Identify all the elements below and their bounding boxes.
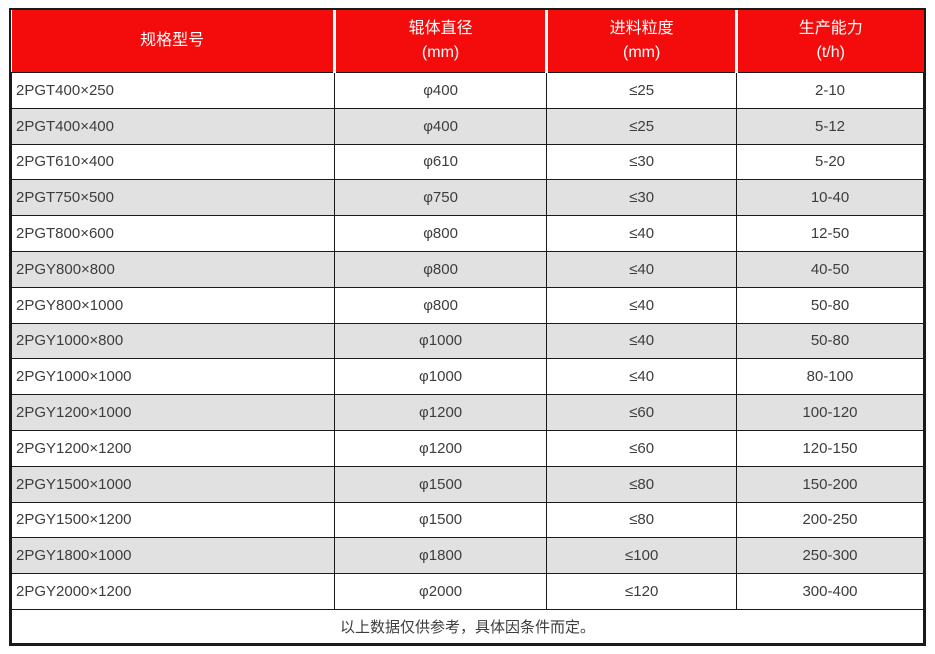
feed-size-cell: ≤80 [546, 465, 738, 503]
col-header-model: 规格型号 [11, 10, 336, 73]
model-cell: 2PGY1200×1000 [11, 394, 335, 431]
table-row: 2PGY800×1000 φ800 ≤40 50-80 [11, 286, 924, 324]
table-row: 2PGY1200×1200 φ1200 ≤60 120-150 [11, 429, 924, 467]
feed-size-cell: ≤40 [546, 322, 738, 360]
capacity-cell: 5-12 [736, 107, 924, 145]
col-header-diameter-label: 辊体直径 [408, 20, 473, 37]
feed-size-cell: ≤40 [546, 215, 738, 252]
spec-table: 规格型号 辊体直径 (mm) 进料粒度 (mm) 生产能力 (t/h) [11, 10, 924, 644]
feed-size-cell: ≤40 [546, 250, 738, 288]
diameter-cell: φ1000 [333, 322, 548, 360]
table-row: 2PGY1000×800 φ1000 ≤40 50-80 [11, 322, 924, 360]
col-header-feed-size: 进料粒度 (mm) [545, 10, 739, 73]
model-cell: 2PGY800×1000 [11, 286, 335, 324]
footnote: 以上数据仅供参考，具体因条件而定。 [11, 609, 924, 644]
table-row: 2PGY1500×1200 φ1500 ≤80 200-250 [11, 501, 924, 539]
table-row: 2PGT750×500 φ750 ≤30 10-40 [11, 179, 924, 217]
model-cell: 2PGT800×600 [11, 215, 335, 252]
model-cell: 2PGT400×250 [11, 72, 335, 109]
table-header: 规格型号 辊体直径 (mm) 进料粒度 (mm) 生产能力 (t/h) [11, 10, 924, 73]
model-cell: 2PGY1500×1000 [11, 465, 335, 503]
capacity-cell: 100-120 [736, 394, 924, 431]
table-body: 2PGT400×250 φ400 ≤25 2-10 2PGT400×400 φ4… [11, 72, 924, 610]
table-row: 2PGT400×400 φ400 ≤25 5-12 [11, 107, 924, 145]
diameter-cell: φ2000 [333, 573, 548, 610]
table-row: 2PGY1200×1000 φ1200 ≤60 100-120 [11, 394, 924, 431]
model-cell: 2PGY2000×1200 [11, 573, 335, 610]
feed-size-cell: ≤30 [546, 143, 738, 181]
capacity-cell: 150-200 [736, 465, 924, 503]
capacity-cell: 80-100 [736, 358, 924, 396]
model-cell: 2PGY800×800 [11, 250, 335, 288]
capacity-cell: 5-20 [736, 143, 924, 181]
table-row: 2PGY800×800 φ800 ≤40 40-50 [11, 250, 924, 288]
diameter-cell: φ800 [333, 250, 548, 288]
table-row: 2PGY1500×1000 φ1500 ≤80 150-200 [11, 465, 924, 503]
model-cell: 2PGY1800×1000 [11, 537, 335, 575]
feed-size-cell: ≤25 [546, 72, 738, 109]
capacity-cell: 50-80 [736, 286, 924, 324]
diameter-cell: φ1000 [333, 358, 548, 396]
feed-size-cell: ≤60 [546, 429, 738, 467]
model-cell: 2PGY1000×800 [11, 322, 335, 360]
table-row: 2PGT800×600 φ800 ≤40 12-50 [11, 215, 924, 252]
model-cell: 2PGY1500×1200 [11, 501, 335, 539]
feed-size-cell: ≤25 [546, 107, 738, 145]
col-header-diameter: 辊体直径 (mm) [332, 10, 549, 73]
diameter-cell: φ400 [333, 107, 548, 145]
diameter-cell: φ1200 [333, 429, 548, 467]
feed-size-cell: ≤40 [546, 358, 738, 396]
col-header-capacity: 生产能力 (t/h) [735, 10, 924, 73]
col-header-feed-size-label: 进料粒度 [609, 20, 674, 37]
model-cell: 2PGT400×400 [11, 107, 335, 145]
capacity-cell: 2-10 [736, 72, 924, 109]
footnote-row: 以上数据仅供参考，具体因条件而定。 [11, 609, 924, 644]
capacity-cell: 40-50 [736, 250, 924, 288]
capacity-cell: 250-300 [736, 537, 924, 575]
diameter-cell: φ1500 [333, 465, 548, 503]
table-row: 2PGT400×250 φ400 ≤25 2-10 [11, 72, 924, 109]
diameter-cell: φ1800 [333, 537, 548, 575]
col-header-diameter-unit: (mm) [421, 44, 460, 61]
feed-size-cell: ≤100 [546, 537, 738, 575]
model-cell: 2PGT610×400 [11, 143, 335, 181]
feed-size-cell: ≤60 [546, 394, 738, 431]
diameter-cell: φ800 [333, 215, 548, 252]
col-header-capacity-label: 生产能力 [798, 20, 863, 37]
feed-size-cell: ≤40 [546, 286, 738, 324]
capacity-cell: 300-400 [736, 573, 924, 610]
diameter-cell: φ610 [333, 143, 548, 181]
table-row: 2PGY1000×1000 φ1000 ≤40 80-100 [11, 358, 924, 396]
model-cell: 2PGT750×500 [11, 179, 335, 217]
col-header-capacity-unit: (t/h) [816, 44, 845, 61]
model-cell: 2PGY1000×1000 [11, 358, 335, 396]
spec-table-frame: 规格型号 辊体直径 (mm) 进料粒度 (mm) 生产能力 (t/h) [9, 8, 926, 646]
feed-size-cell: ≤80 [546, 501, 738, 539]
table-footer: 以上数据仅供参考，具体因条件而定。 [11, 609, 924, 644]
table-row: 2PGY2000×1200 φ2000 ≤120 300-400 [11, 573, 924, 610]
capacity-cell: 200-250 [736, 501, 924, 539]
model-cell: 2PGY1200×1200 [11, 429, 335, 467]
diameter-cell: φ1500 [333, 501, 548, 539]
diameter-cell: φ750 [333, 179, 548, 217]
col-header-model-label: 规格型号 [140, 32, 205, 49]
feed-size-cell: ≤120 [546, 573, 738, 610]
table-row: 2PGT610×400 φ610 ≤30 5-20 [11, 143, 924, 181]
col-header-feed-size-unit: (mm) [623, 44, 661, 61]
diameter-cell: φ1200 [333, 394, 548, 431]
capacity-cell: 10-40 [736, 179, 924, 217]
table-row: 2PGY1800×1000 φ1800 ≤100 250-300 [11, 537, 924, 575]
diameter-cell: φ400 [333, 72, 548, 109]
capacity-cell: 12-50 [736, 215, 924, 252]
capacity-cell: 50-80 [736, 322, 924, 360]
capacity-cell: 120-150 [736, 429, 924, 467]
feed-size-cell: ≤30 [546, 179, 738, 217]
header-row: 规格型号 辊体直径 (mm) 进料粒度 (mm) 生产能力 (t/h) [11, 10, 924, 73]
diameter-cell: φ800 [333, 286, 548, 324]
